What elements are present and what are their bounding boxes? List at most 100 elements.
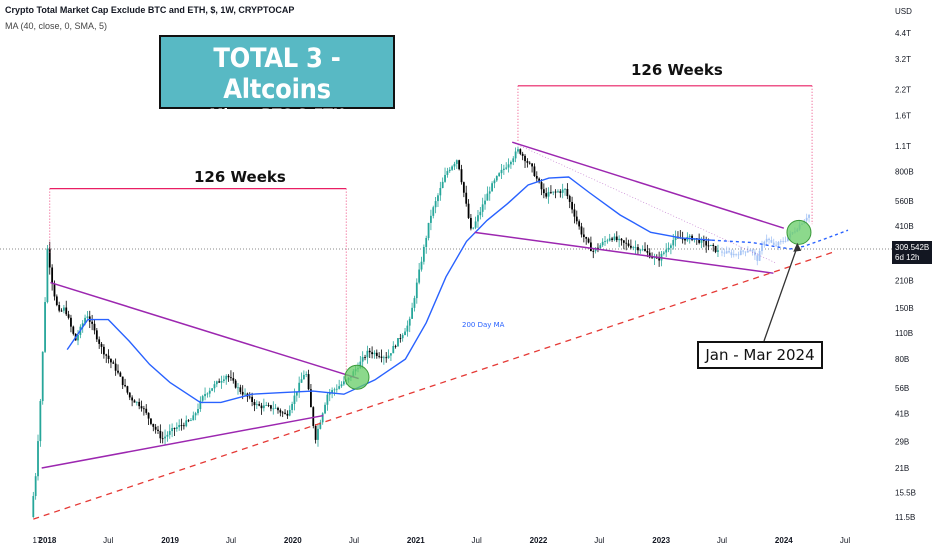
candle-body <box>392 345 395 354</box>
candle-body <box>319 422 322 429</box>
candle-body <box>46 248 49 303</box>
candle-body <box>197 408 199 414</box>
candle-body <box>592 251 595 252</box>
x-tick-label: Jul <box>472 536 482 545</box>
candle-body <box>561 189 564 193</box>
candle-body <box>709 245 712 246</box>
candle-body <box>187 420 190 422</box>
candle-body <box>667 247 670 250</box>
candle-body <box>613 236 616 240</box>
candle-body <box>180 425 183 426</box>
candle-body <box>448 169 451 172</box>
candle-body <box>335 388 338 390</box>
candle-body <box>648 252 651 258</box>
projection-body <box>772 242 775 245</box>
candle-body <box>611 238 613 240</box>
candle-body <box>326 394 329 405</box>
candle-body <box>434 201 437 208</box>
candle-body <box>284 412 286 414</box>
x-tick-label: 2022 <box>530 536 548 545</box>
candle-body <box>58 304 61 311</box>
candle-body <box>166 434 169 437</box>
projection-body <box>786 237 789 241</box>
candle-body <box>194 413 197 416</box>
candle-body <box>590 242 592 252</box>
candle-body <box>41 351 44 402</box>
y-tick-label: 1.6T <box>895 111 911 120</box>
x-tick-label: 2018 <box>39 536 57 545</box>
candle-body <box>430 215 432 223</box>
candle-body <box>507 164 510 168</box>
candle-body <box>488 191 491 194</box>
candle-body <box>446 171 449 175</box>
candle-body <box>65 307 68 315</box>
bar-countdown: 6d 12h <box>895 253 920 262</box>
candle-body <box>154 426 157 430</box>
candle-body <box>157 429 159 431</box>
candle-body <box>705 241 708 246</box>
candle-body <box>60 310 63 312</box>
candle-body <box>385 357 388 359</box>
candle-body <box>295 392 298 396</box>
candle-body <box>244 393 246 395</box>
candle-body <box>32 496 35 517</box>
candle-body <box>493 180 496 184</box>
x-tick-label: 2024 <box>775 536 793 545</box>
candle-body <box>91 321 94 324</box>
candle-body <box>81 323 84 327</box>
candle-body <box>211 388 214 391</box>
candle-body <box>185 420 188 427</box>
candle-body <box>98 339 101 344</box>
candle-body <box>258 404 261 406</box>
candle-body <box>117 370 119 373</box>
candle-body <box>227 375 230 378</box>
callout-arrow <box>763 246 798 342</box>
candle-body <box>681 238 684 240</box>
projection-body <box>723 252 726 254</box>
candle-body <box>48 248 51 268</box>
candle-body <box>34 476 37 497</box>
candle-body <box>338 386 341 389</box>
candle-body <box>460 169 463 183</box>
candle-body <box>310 389 312 408</box>
candle-body <box>415 282 418 299</box>
projection-body <box>739 250 742 256</box>
candle-body <box>514 151 517 159</box>
projection-body <box>754 251 756 256</box>
candle-body <box>222 379 225 382</box>
candle-body <box>637 247 639 251</box>
y-tick-label: 15.5B <box>895 489 916 498</box>
candle-body <box>458 160 461 170</box>
candle-body <box>479 211 482 216</box>
projection-body <box>775 244 777 246</box>
candle-body <box>542 189 545 194</box>
candle-body <box>312 407 315 426</box>
y-tick-label: 800B <box>895 168 914 177</box>
x-tick-label: 2020 <box>284 536 302 545</box>
candle-body <box>620 238 623 241</box>
candle-body <box>491 183 493 192</box>
candle-body <box>37 441 39 477</box>
candle-body <box>526 161 529 163</box>
y-tick-label: 4.4T <box>895 29 911 38</box>
candle-body <box>712 245 715 246</box>
y-tick-label: 560B <box>895 197 914 206</box>
candle-body <box>714 245 717 252</box>
candle-body <box>418 269 421 283</box>
candle-body <box>580 226 583 235</box>
candle-body <box>538 178 541 183</box>
candle-body <box>267 405 270 406</box>
candle-body <box>340 384 343 387</box>
highlight-circle-1 <box>786 219 812 245</box>
candle-body <box>691 235 693 241</box>
candle-body <box>441 181 444 188</box>
candle-body <box>260 405 263 409</box>
projection-body <box>768 238 770 241</box>
y-tick-label: 410B <box>895 222 914 231</box>
candle-body <box>255 404 258 406</box>
candle-body <box>425 238 428 248</box>
candle-body <box>451 166 453 170</box>
candle-body <box>126 386 129 393</box>
y-tick-label: 1.1T <box>895 142 911 151</box>
